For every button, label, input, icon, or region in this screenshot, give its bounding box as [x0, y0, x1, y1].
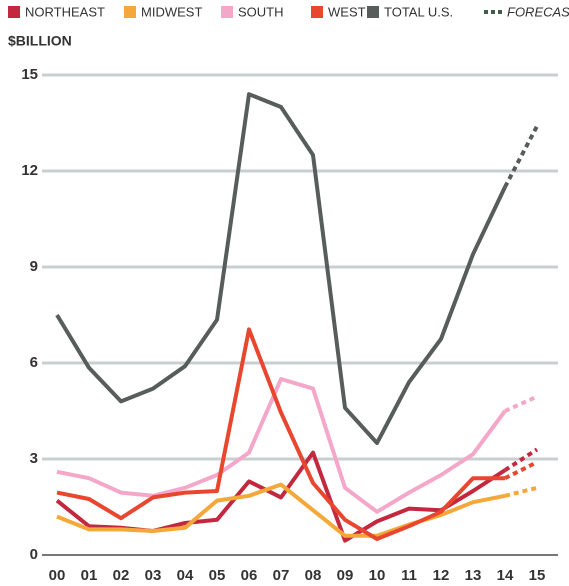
forecast-line: [503, 125, 539, 188]
x-tick-label: 02: [113, 567, 130, 584]
series-line: [56, 377, 507, 514]
legend-swatch: [221, 6, 233, 18]
legend-label: MIDWEST: [141, 4, 202, 19]
x-tick-label: 00: [49, 567, 66, 584]
x-tick-label: 06: [241, 567, 258, 584]
x-tick-label: 07: [273, 567, 290, 584]
legend-swatch: [311, 6, 323, 18]
forecast-line: [503, 447, 539, 472]
legend-swatch: [8, 6, 20, 18]
chart-title: $BILLION: [8, 33, 72, 49]
series-line: [55, 92, 507, 445]
forecast-line: [504, 460, 538, 480]
legend-label: FORECAST: [507, 4, 569, 19]
series-line: [56, 327, 505, 541]
y-tick-label: 9: [30, 258, 38, 275]
y-tick-label: 15: [21, 66, 38, 83]
x-tick-label: 11: [401, 567, 417, 584]
y-tick-label: 6: [30, 354, 38, 371]
x-tick-label: 15: [529, 567, 546, 584]
legend-label: NORTHEAST: [25, 4, 105, 19]
x-tick-label: 13: [465, 567, 482, 584]
legend-label: SOUTH: [238, 4, 284, 19]
legend-swatch: [367, 6, 379, 18]
x-tick-label: 10: [369, 567, 386, 584]
y-tick-label: 0: [30, 546, 38, 563]
x-tick-label: 12: [433, 567, 450, 584]
legend-swatch: [124, 6, 136, 18]
x-tick-label: 05: [209, 567, 226, 584]
forecast-line: [504, 485, 538, 498]
x-tick-label: 01: [81, 567, 98, 584]
x-tick-label: 09: [337, 567, 354, 584]
y-tick-label: 3: [30, 450, 38, 467]
x-tick-label: 04: [177, 567, 194, 584]
x-tick-label: 14: [497, 567, 514, 584]
x-tick-label: 08: [305, 567, 322, 584]
legend-label: WEST: [328, 4, 366, 19]
y-tick-label: 12: [21, 162, 38, 179]
forecast-line: [504, 394, 538, 413]
series-line: [55, 450, 507, 543]
x-tick-label: 03: [145, 567, 162, 584]
legend-label: TOTAL U.S.: [384, 4, 453, 19]
